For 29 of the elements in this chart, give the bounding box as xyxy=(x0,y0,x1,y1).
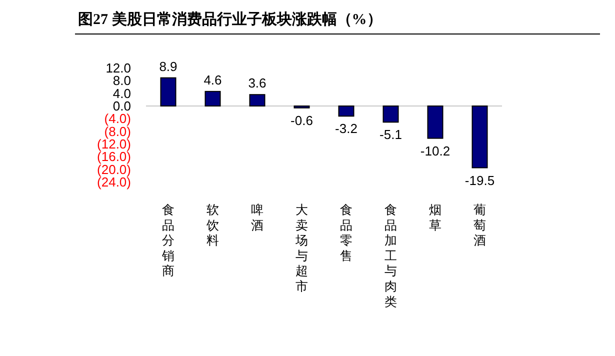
data-label: 3.6 xyxy=(248,76,266,91)
y-tick-label: 0.0 xyxy=(112,98,131,114)
x-tick-label: 食品加工与肉类 xyxy=(384,203,398,309)
y-tick-label: 8.0 xyxy=(112,73,131,88)
x-tick-label: 食品零售 xyxy=(340,203,353,263)
data-label: -19.5 xyxy=(464,172,495,188)
bar xyxy=(472,106,488,168)
y-tick-label: 4.0 xyxy=(112,86,131,101)
x-tick-label: 软饮料 xyxy=(205,203,220,248)
y-tick-label: (4.0) xyxy=(104,111,131,126)
data-label: -3.2 xyxy=(335,121,358,136)
data-label: 4.6 xyxy=(204,72,222,88)
bar xyxy=(382,106,399,123)
x-tick-label: 啤酒 xyxy=(250,203,264,232)
x-tick-label: 食品分销商 xyxy=(160,203,175,278)
bar xyxy=(338,106,354,117)
bar xyxy=(204,90,221,106)
x-tick-label: 大卖场与超市 xyxy=(294,203,308,294)
chart-title: 图27 美股日常消费品行业子板块涨跌幅（%） xyxy=(78,10,382,28)
x-tick-label: 烟草 xyxy=(428,203,442,232)
data-label: -10.2 xyxy=(420,143,450,158)
x-tick-label: 葡萄酒 xyxy=(473,203,486,248)
y-tick-label: 12.0 xyxy=(106,60,131,76)
data-label: -0.6 xyxy=(290,112,313,128)
data-label: 8.9 xyxy=(159,58,178,74)
bar xyxy=(249,94,266,106)
bar xyxy=(427,106,444,139)
data-label: -5.1 xyxy=(380,127,402,142)
bar xyxy=(160,77,176,106)
